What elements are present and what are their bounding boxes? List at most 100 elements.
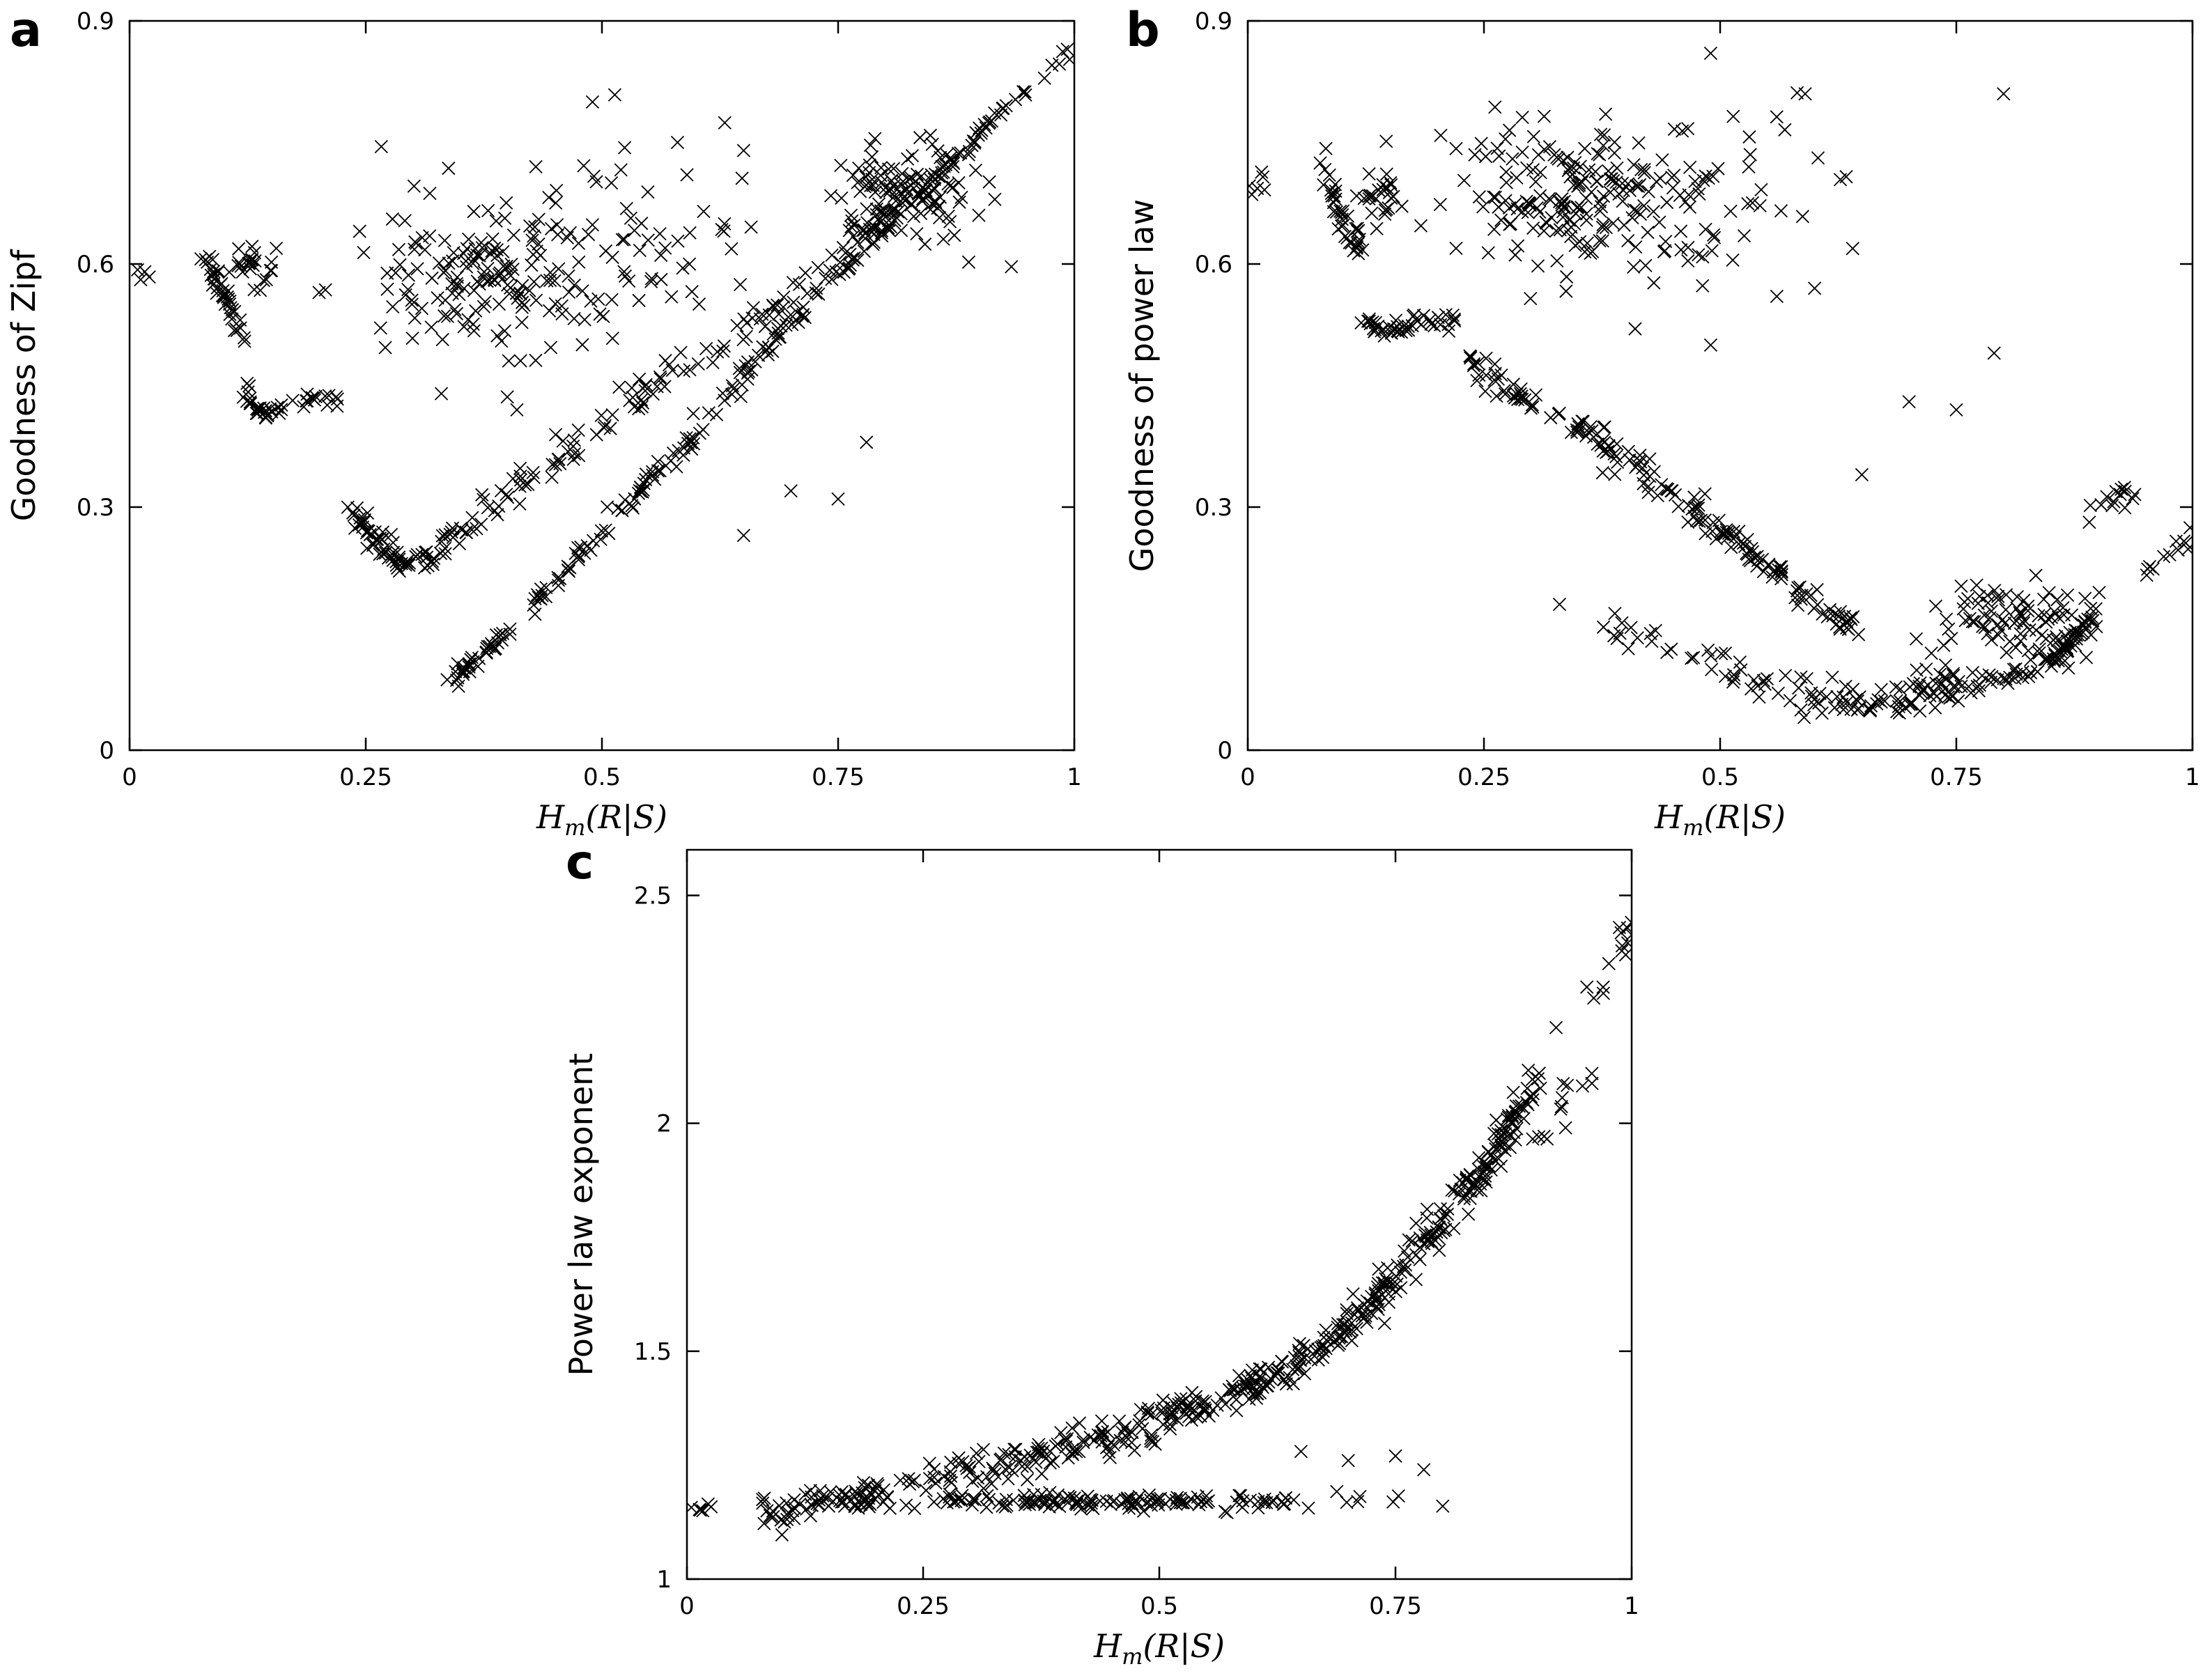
data-point: [1251, 1387, 1264, 1401]
data-point: [1704, 648, 1718, 663]
data-point: [1375, 324, 1389, 338]
data-point: [206, 252, 219, 267]
data-point: [801, 286, 814, 300]
data-point: [435, 332, 449, 347]
data-point: [1595, 466, 1609, 480]
data-point: [527, 470, 541, 485]
data-point: [1301, 1501, 1315, 1515]
data-point: [1892, 706, 1906, 720]
data-point: [943, 215, 957, 228]
data-point: [819, 271, 833, 286]
data-point: [929, 1476, 943, 1490]
scatter-points: [687, 915, 1632, 1542]
data-point: [1846, 242, 1859, 256]
data-point: [823, 263, 837, 277]
data-point: [725, 379, 739, 393]
data-point: [2141, 562, 2155, 576]
data-point: [997, 1446, 1011, 1460]
data-point: [1904, 697, 1918, 711]
data-point: [1398, 318, 1411, 332]
data-point: [943, 1487, 957, 1501]
data-point: [635, 400, 649, 414]
data-point: [1472, 190, 1486, 204]
data-point: [718, 217, 732, 231]
data-point: [1832, 609, 1846, 623]
data-point: [653, 372, 667, 386]
data-point: [1741, 196, 1755, 211]
data-point: [431, 291, 444, 305]
data-point: [1909, 632, 1924, 646]
data-point: [1400, 1250, 1415, 1264]
data-point: [644, 274, 658, 288]
data-point: [457, 320, 471, 334]
data-point: [1649, 175, 1664, 189]
data-point: [863, 138, 878, 153]
data-point: [1322, 1330, 1336, 1345]
data-point: [1243, 1493, 1258, 1507]
data-point: [1230, 1392, 1244, 1406]
data-point: [1340, 1496, 1354, 1509]
data-point: [638, 384, 652, 398]
data-point: [1753, 199, 1767, 212]
data-point: [1567, 178, 1581, 192]
data-point: [1910, 663, 1924, 677]
data-point: [1621, 642, 1635, 655]
data-point: [614, 163, 628, 177]
data-point: [619, 201, 633, 216]
data-point: [1232, 1489, 1246, 1502]
data-point: [671, 234, 685, 248]
data-point: [223, 294, 237, 309]
data-point: [1804, 588, 1818, 603]
data-point: [1436, 1499, 1450, 1513]
data-point: [847, 251, 861, 265]
data-point: [1681, 240, 1695, 254]
data-point: [860, 202, 874, 216]
data-point: [1737, 228, 1751, 243]
data-point: [2089, 619, 2103, 634]
data-point: [241, 385, 255, 399]
data-point: [527, 274, 541, 289]
data-point: [1632, 136, 1646, 150]
data-point: [1468, 148, 1482, 162]
y-tick-label: 2: [656, 1110, 672, 1138]
data-point: [1671, 499, 1685, 513]
data-point: [1529, 388, 1543, 402]
data-point: [740, 316, 754, 330]
data-point: [529, 293, 543, 307]
data-point: [535, 589, 549, 603]
data-point: [1575, 201, 1588, 215]
data-point: [898, 194, 912, 208]
data-point: [1193, 1495, 1208, 1509]
data-point: [1667, 122, 1682, 137]
data-point: [925, 168, 938, 182]
data-point: [435, 534, 449, 549]
data-point: [1184, 1403, 1198, 1417]
data-point: [591, 292, 605, 306]
data-point: [1599, 107, 1613, 121]
data-point: [1890, 705, 1904, 719]
data-point: [1032, 1438, 1046, 1452]
data-point: [1554, 1102, 1568, 1116]
data-point: [1467, 357, 1481, 371]
data-point: [2058, 629, 2073, 643]
data-point: [1304, 1353, 1318, 1367]
data-point: [635, 217, 649, 231]
data-point: [1525, 1073, 1540, 1087]
data-point: [2060, 588, 2075, 602]
data-point: [922, 1472, 937, 1486]
data-point: [624, 211, 638, 225]
data-point: [478, 295, 493, 309]
data-point: [954, 146, 968, 160]
panel-label-b: b: [1126, 3, 1160, 58]
data-point: [1491, 372, 1505, 386]
data-point: [459, 254, 473, 268]
data-point: [1954, 679, 1968, 694]
data-point: [1614, 926, 1628, 940]
data-point: [1279, 1377, 1293, 1391]
data-point: [1449, 141, 1463, 156]
data-point: [2029, 623, 2043, 637]
data-point: [597, 421, 611, 435]
data-point: [1525, 398, 1539, 412]
data-point: [1287, 1493, 1301, 1507]
data-point: [2118, 484, 2132, 499]
